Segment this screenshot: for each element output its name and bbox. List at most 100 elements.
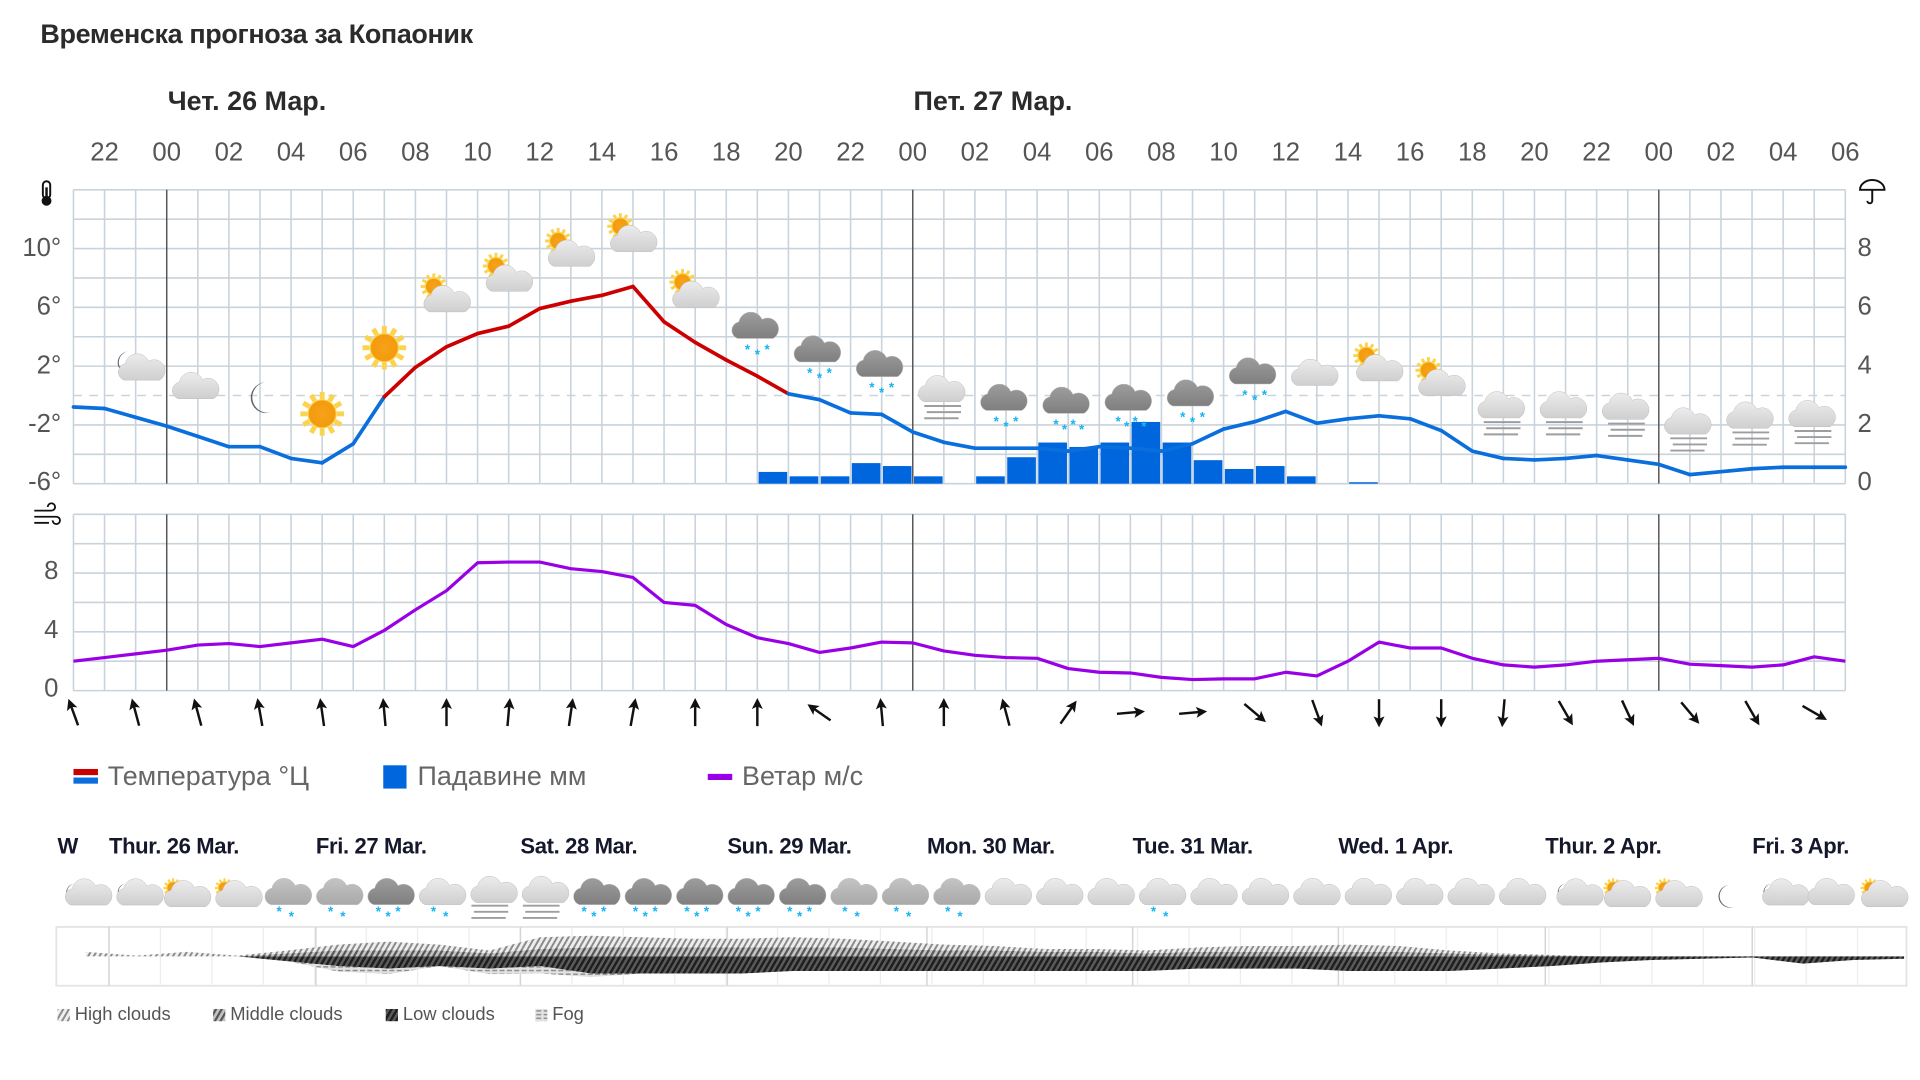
arrow-head bbox=[1562, 713, 1573, 726]
precipitation-bar bbox=[1349, 482, 1378, 484]
cloud-icon bbox=[172, 372, 220, 399]
snowflake: * bbox=[601, 904, 607, 919]
cloud-shape bbox=[172, 372, 220, 399]
wind-arrow bbox=[1243, 703, 1266, 723]
middle-clouds-swatch bbox=[213, 1008, 226, 1022]
snowflake: * bbox=[807, 365, 813, 380]
cloud-shape bbox=[1293, 878, 1341, 905]
snow-light-icon: * * bbox=[881, 878, 930, 924]
sun-disc bbox=[369, 333, 400, 363]
arrow-head bbox=[938, 697, 950, 709]
cloud-shape bbox=[1807, 878, 1855, 905]
fog-layer bbox=[85, 956, 1905, 978]
wind-arrow bbox=[1680, 701, 1700, 724]
temperature-line-segment bbox=[631, 284, 666, 324]
sun-ray bbox=[550, 228, 555, 235]
wind-arrow bbox=[565, 698, 577, 727]
heavy-snow-icon: * * * * bbox=[1042, 386, 1090, 437]
sun-ray bbox=[1861, 882, 1866, 886]
wind-arrow bbox=[1116, 706, 1145, 718]
cloud-shape bbox=[727, 878, 775, 905]
temperature-line-segment bbox=[1563, 453, 1599, 461]
meteogram-day-label: Tue. 31 Mar. bbox=[1132, 833, 1254, 859]
snowflake: * bbox=[1252, 392, 1258, 407]
snow-light-icon: * * bbox=[316, 878, 364, 924]
arrow-head bbox=[875, 698, 887, 710]
arrow-shaft bbox=[811, 706, 832, 722]
cloud-shape bbox=[1291, 358, 1339, 386]
sun-ray bbox=[488, 253, 493, 260]
sun-ray bbox=[546, 233, 552, 238]
snowflake: * bbox=[945, 904, 951, 919]
hour-label: 02 bbox=[1706, 138, 1736, 167]
cloud-shape bbox=[264, 878, 312, 905]
precipitation-bar bbox=[1069, 446, 1099, 484]
cloud-icon bbox=[1396, 878, 1444, 905]
low-clouds-layer bbox=[85, 956, 1905, 974]
daily-weather-icons: * * * * * * * * * * * * * * * * * * * * * * * * * * * * * * * * bbox=[65, 875, 1909, 924]
wind-arrow bbox=[807, 704, 832, 722]
hour-label: 06 bbox=[1830, 138, 1860, 167]
wind-arrow bbox=[316, 698, 328, 727]
sun-cloud-icon bbox=[163, 878, 212, 907]
wind-arrow bbox=[191, 698, 203, 726]
sun-ray bbox=[389, 327, 398, 337]
arrow-head bbox=[1195, 706, 1208, 718]
snowflake: * bbox=[736, 904, 742, 919]
hour-label: 18 bbox=[711, 138, 741, 167]
hour-label: 06 bbox=[1084, 138, 1114, 167]
sun-ray bbox=[215, 890, 220, 894]
temperature-line-segment bbox=[164, 424, 200, 439]
arrow-head bbox=[440, 697, 452, 709]
arrow-shaft bbox=[1059, 704, 1075, 725]
cloud-shape bbox=[1447, 878, 1495, 905]
cloud-shape bbox=[65, 878, 113, 906]
snowflake: * bbox=[827, 365, 833, 380]
arrow-shaft bbox=[1680, 701, 1697, 721]
moon-cloud-icon bbox=[1762, 878, 1810, 906]
cloud-shape bbox=[830, 878, 878, 905]
sun-ray bbox=[1354, 358, 1360, 364]
temperature-line-segment bbox=[1594, 453, 1630, 462]
temperature-axis-label: -6° bbox=[28, 467, 62, 496]
arrow-head bbox=[1253, 710, 1266, 723]
hour-label: 04 bbox=[1768, 138, 1798, 167]
snowflake: * bbox=[1200, 410, 1206, 425]
temperature-line-segment bbox=[537, 299, 573, 311]
moon-cloud-icon bbox=[117, 351, 166, 381]
meteogram-day-label: Thur. 26 Mar. bbox=[108, 833, 239, 859]
snowflake: * bbox=[581, 904, 587, 919]
hour-label: 10 bbox=[463, 138, 492, 167]
legend-wind: Ветар м/с bbox=[742, 760, 864, 792]
cloud-shape bbox=[316, 878, 364, 905]
arrow-head bbox=[67, 698, 78, 712]
arrow-shaft bbox=[319, 703, 326, 727]
cloud-shape bbox=[1499, 878, 1547, 905]
precipitation-bar bbox=[758, 471, 788, 484]
cloud-icon bbox=[1291, 358, 1339, 386]
sun-ray bbox=[333, 400, 343, 409]
temperature-line-segment bbox=[1501, 456, 1537, 462]
cloud-shape bbox=[1139, 878, 1187, 905]
temperature-line-segment bbox=[1408, 416, 1444, 433]
cloud-shape bbox=[1556, 878, 1604, 906]
snow-light-icon: * * bbox=[264, 878, 312, 924]
snow-icon: * * * bbox=[793, 335, 841, 385]
temperature-line-segment bbox=[1750, 465, 1785, 471]
temperature-line-segment bbox=[724, 358, 760, 379]
snowflake: * bbox=[591, 909, 597, 924]
arrow-shaft bbox=[1002, 704, 1011, 726]
snowflake: * bbox=[386, 909, 392, 924]
snow-icon: * * * bbox=[1228, 357, 1277, 407]
middle-clouds-layer bbox=[85, 947, 1905, 957]
sun-ray bbox=[1604, 890, 1608, 894]
snow-icon: * * * bbox=[1166, 379, 1214, 429]
temperature-line-segment bbox=[258, 444, 293, 461]
arrow-shaft bbox=[1620, 699, 1633, 721]
snow-dark-icon: * * * bbox=[624, 878, 672, 924]
snowflake: * bbox=[787, 904, 793, 919]
snowflake: * bbox=[694, 909, 700, 924]
arrow-head bbox=[1749, 713, 1760, 726]
temperature-line-segment bbox=[382, 365, 418, 399]
snowflake: * bbox=[1079, 422, 1085, 437]
